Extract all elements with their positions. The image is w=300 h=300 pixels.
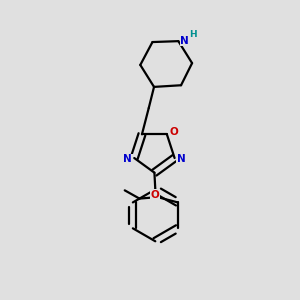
Text: H: H <box>189 30 196 39</box>
Text: O: O <box>150 190 159 200</box>
Text: O: O <box>170 127 178 137</box>
Text: N: N <box>181 36 189 46</box>
Text: N: N <box>123 154 132 164</box>
Text: N: N <box>177 154 185 164</box>
